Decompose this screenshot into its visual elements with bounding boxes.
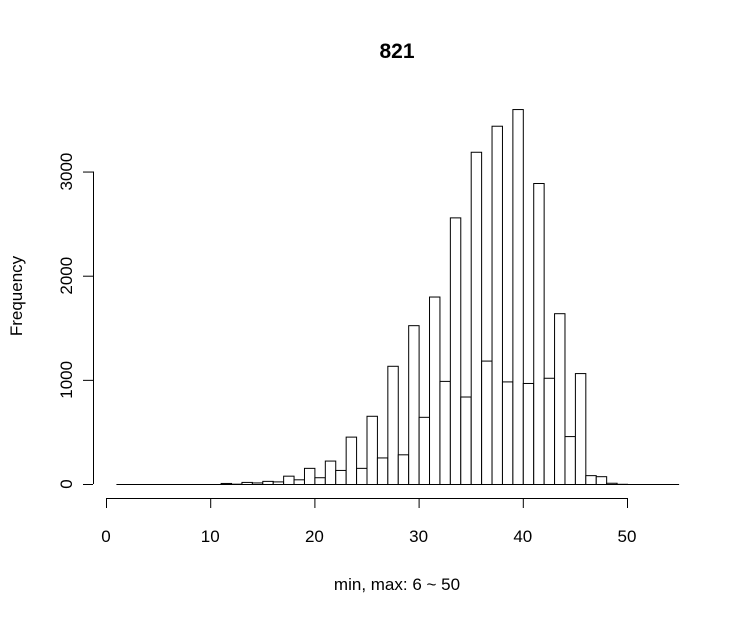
histogram-bar — [294, 480, 304, 485]
x-tick-label: 50 — [618, 527, 637, 546]
y-tick-label: 0 — [57, 479, 76, 488]
histogram-bar — [315, 478, 325, 485]
histogram-bar — [409, 326, 419, 485]
histogram-bar — [284, 476, 294, 484]
histogram-bar — [273, 482, 283, 485]
histogram-bar — [523, 383, 533, 484]
histogram-bar — [325, 461, 335, 484]
x-axis-label: min, max: 6 ~ 50 — [334, 575, 460, 594]
histogram-bar — [367, 416, 377, 484]
x-axis: 0 10 20 30 40 50 — [101, 498, 636, 546]
histogram-bar — [440, 381, 450, 484]
y-tick-label: 2000 — [57, 257, 76, 295]
x-tick-label: 0 — [101, 527, 110, 546]
histogram-bar — [461, 397, 471, 484]
histogram-bar — [357, 468, 367, 484]
histogram-bar — [430, 297, 440, 484]
y-tick-label: 3000 — [57, 153, 76, 191]
histogram-bar — [419, 417, 429, 484]
histogram-bar — [336, 470, 346, 484]
histogram-bar — [513, 110, 523, 485]
histogram-bar — [377, 458, 387, 485]
histogram-bar — [450, 218, 460, 485]
histogram-bar — [252, 483, 262, 485]
histogram-bar — [586, 476, 596, 485]
histogram-bar — [388, 366, 398, 484]
y-tick-label: 1000 — [57, 361, 76, 399]
x-tick-label: 20 — [305, 527, 324, 546]
histogram-bar — [544, 378, 554, 484]
x-tick-label: 40 — [513, 527, 532, 546]
histogram-bar — [492, 126, 502, 484]
histogram-bar — [555, 314, 565, 485]
histogram-bar — [263, 481, 273, 484]
y-axis-label: Frequency — [7, 255, 26, 336]
histogram-bar — [482, 361, 492, 484]
histogram-bar — [471, 152, 481, 484]
histogram-bar — [398, 455, 408, 485]
histogram-bar — [304, 468, 314, 484]
bars-layer — [116, 110, 679, 485]
histogram-bar — [596, 477, 606, 485]
histogram-bar — [502, 382, 512, 485]
histogram-bar — [607, 483, 617, 484]
chart-title: 821 — [379, 40, 414, 63]
histogram-bar — [565, 437, 575, 485]
histogram-bar — [575, 374, 585, 485]
y-axis: 0 1000 2000 3000 — [57, 153, 94, 489]
x-tick-label: 30 — [409, 527, 428, 546]
histogram-bar — [242, 482, 252, 484]
histogram-bar — [221, 483, 231, 484]
histogram-bar — [534, 184, 544, 485]
histogram-bar — [346, 437, 356, 484]
x-tick-label: 10 — [201, 527, 220, 546]
